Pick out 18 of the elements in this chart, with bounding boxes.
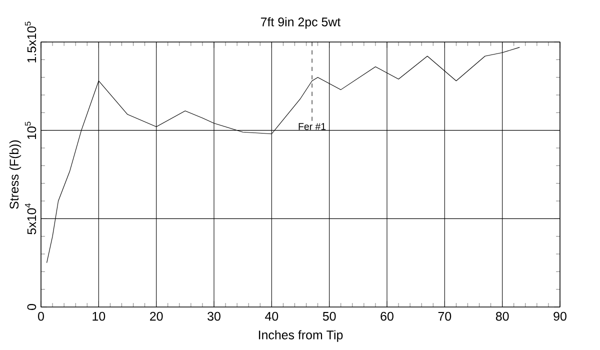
x-tick-label: 30	[208, 312, 220, 321]
y-axis-title: Stress (F(b))	[9, 140, 22, 209]
x-tick-label: 10	[92, 312, 106, 321]
ref-line-label: Fer #1	[298, 123, 326, 130]
y-tick-label: 5x10$^{4}$	[24, 203, 36, 234]
x-tick-label: 40	[265, 312, 278, 321]
x-axis-title: Inches from Tip	[258, 330, 343, 342]
y-tick-label: 1.5x10$^{5}$	[24, 22, 36, 62]
x-tick-label: 0	[38, 312, 44, 321]
x-tick-label: 50	[322, 312, 336, 321]
chart-title: 7ft 9in 2pc 5wt	[260, 17, 341, 29]
x-tick-label: 70	[438, 312, 452, 321]
x-tick-label: 20	[150, 312, 163, 321]
x-tick-label: 90	[554, 312, 566, 321]
y-tick-label: 10$^{5}$	[24, 122, 36, 139]
x-tick-label: 80	[496, 312, 509, 321]
y-tick-label: 0	[27, 304, 36, 310]
x-tick-label: 60	[380, 312, 394, 321]
